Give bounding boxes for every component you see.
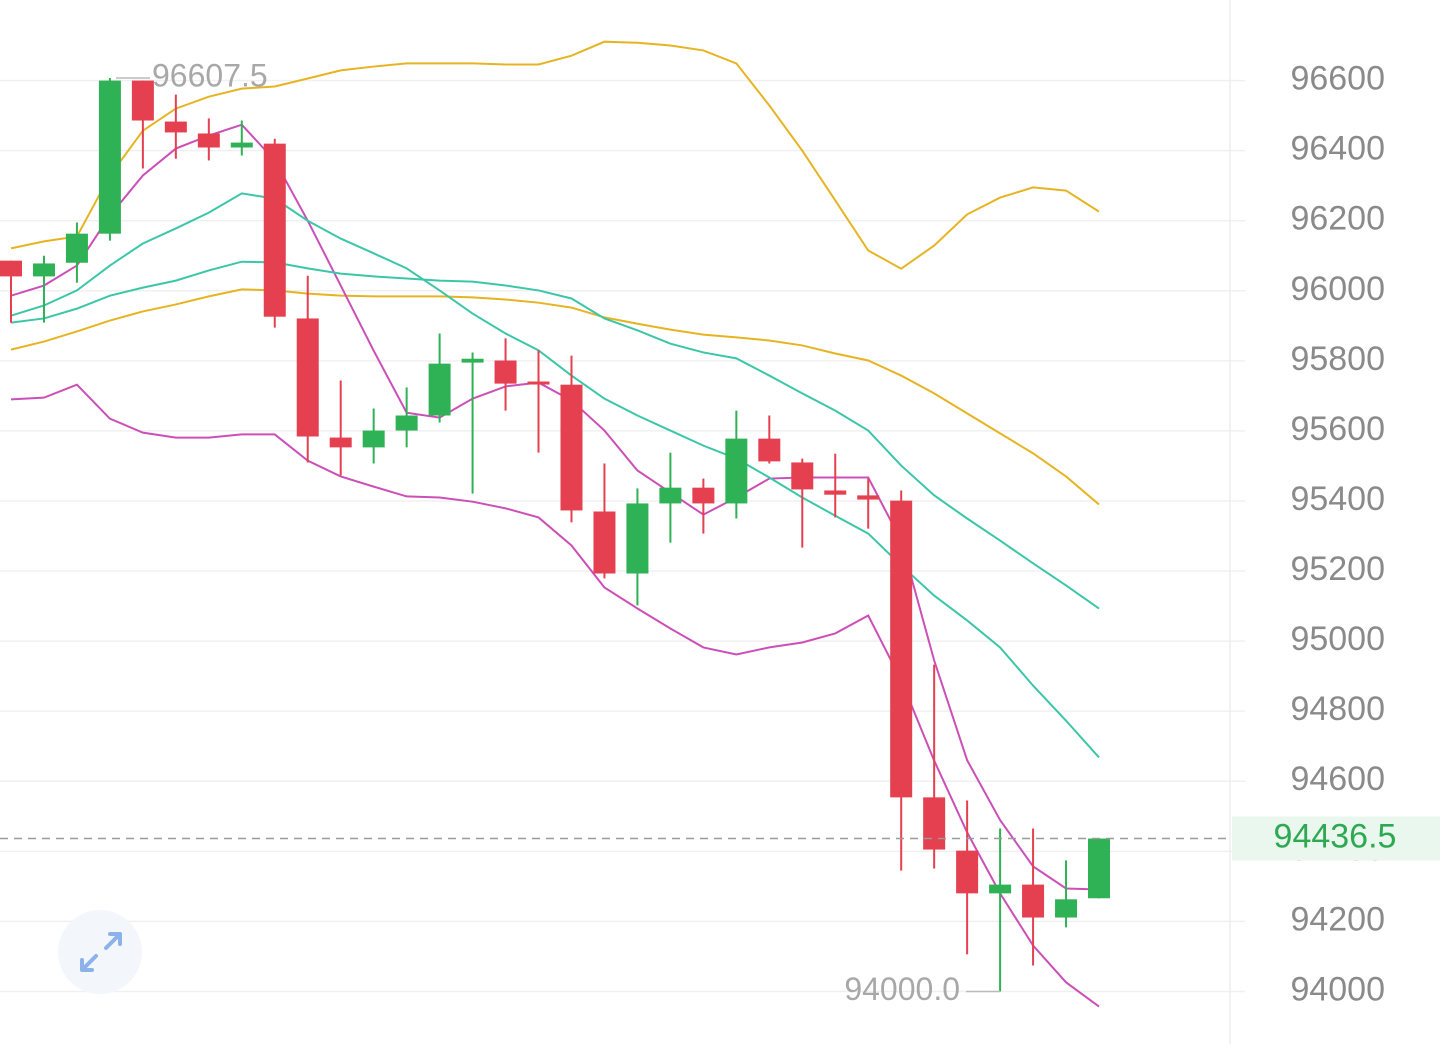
candle-body: [263, 143, 286, 317]
indicator-line: [10, 383, 1100, 1008]
candle-body: [131, 80, 154, 121]
indicator-line: [10, 288, 1100, 506]
candle-body: [560, 384, 583, 511]
candle-body: [989, 884, 1012, 894]
high-label: 96607.5: [152, 57, 268, 93]
y-tick-label: 94200: [1290, 900, 1385, 938]
candle-body: [1022, 884, 1045, 918]
candle-body: [164, 121, 187, 133]
candle-body: [65, 233, 88, 263]
candle-body: [824, 490, 847, 495]
candle-body: [593, 511, 616, 574]
y-tick-label: 95800: [1290, 340, 1385, 378]
last-price-box: [1232, 816, 1440, 861]
y-tick-label: 96000: [1290, 270, 1385, 308]
candle-body: [725, 438, 748, 504]
grid: 96600 96400 96200 96000 95800 95600 95400 95200…: [0, 60, 1385, 1008]
candle-body: [626, 503, 649, 574]
candles: [0, 77, 1111, 992]
candle-body: [791, 462, 814, 490]
candle-body: [692, 487, 715, 504]
candle-body: [230, 142, 253, 148]
candle-body: [362, 430, 385, 448]
y-tick-label: 94600: [1290, 760, 1385, 798]
candle-body: [461, 358, 484, 363]
candle-body: [32, 263, 55, 277]
y-tick-label: 96200: [1290, 200, 1385, 238]
y-tick-label: 96400: [1290, 130, 1385, 168]
y-tick-label: 95200: [1290, 550, 1385, 588]
low-label: 94000.0: [844, 971, 960, 1007]
candle-body: [659, 487, 682, 504]
last-price-label: 94436.5: [1274, 818, 1397, 856]
expand-icon[interactable]: [80, 932, 122, 972]
candle-body: [428, 363, 451, 416]
candle-body: [329, 437, 352, 448]
candle-body: [758, 438, 781, 462]
candle-body: [956, 850, 979, 894]
indicator-line: [10, 260, 1100, 610]
indicator-lines: [10, 40, 1100, 1008]
candle-body: [98, 80, 121, 234]
expand-button-bg[interactable]: [58, 910, 142, 994]
candle-body: [0, 260, 22, 277]
candle-body: [527, 381, 550, 385]
candle-body: [1088, 838, 1111, 899]
candle-body: [494, 360, 517, 384]
y-tick-label: 94000: [1290, 970, 1385, 1008]
indicator-line: [10, 192, 1100, 759]
candle-body: [923, 797, 946, 850]
candle-body: [890, 500, 913, 798]
candle-body: [197, 133, 220, 148]
indicator-line: [10, 123, 1100, 891]
y-tick-label: 95000: [1290, 620, 1385, 658]
expand-button[interactable]: [58, 910, 142, 994]
y-tick-label: 95400: [1290, 480, 1385, 518]
candle-body: [857, 495, 880, 500]
candle-body: [296, 318, 319, 437]
indicator-line: [10, 40, 1100, 270]
y-tick-label: 96600: [1290, 60, 1385, 98]
candle-body: [395, 415, 418, 431]
y-tick-label: 94800: [1290, 690, 1385, 728]
y-tick-label: 95600: [1290, 410, 1385, 448]
candle-body: [1055, 899, 1078, 918]
annotations: 96607.5 94000.0 94436.5: [0, 57, 1440, 1007]
